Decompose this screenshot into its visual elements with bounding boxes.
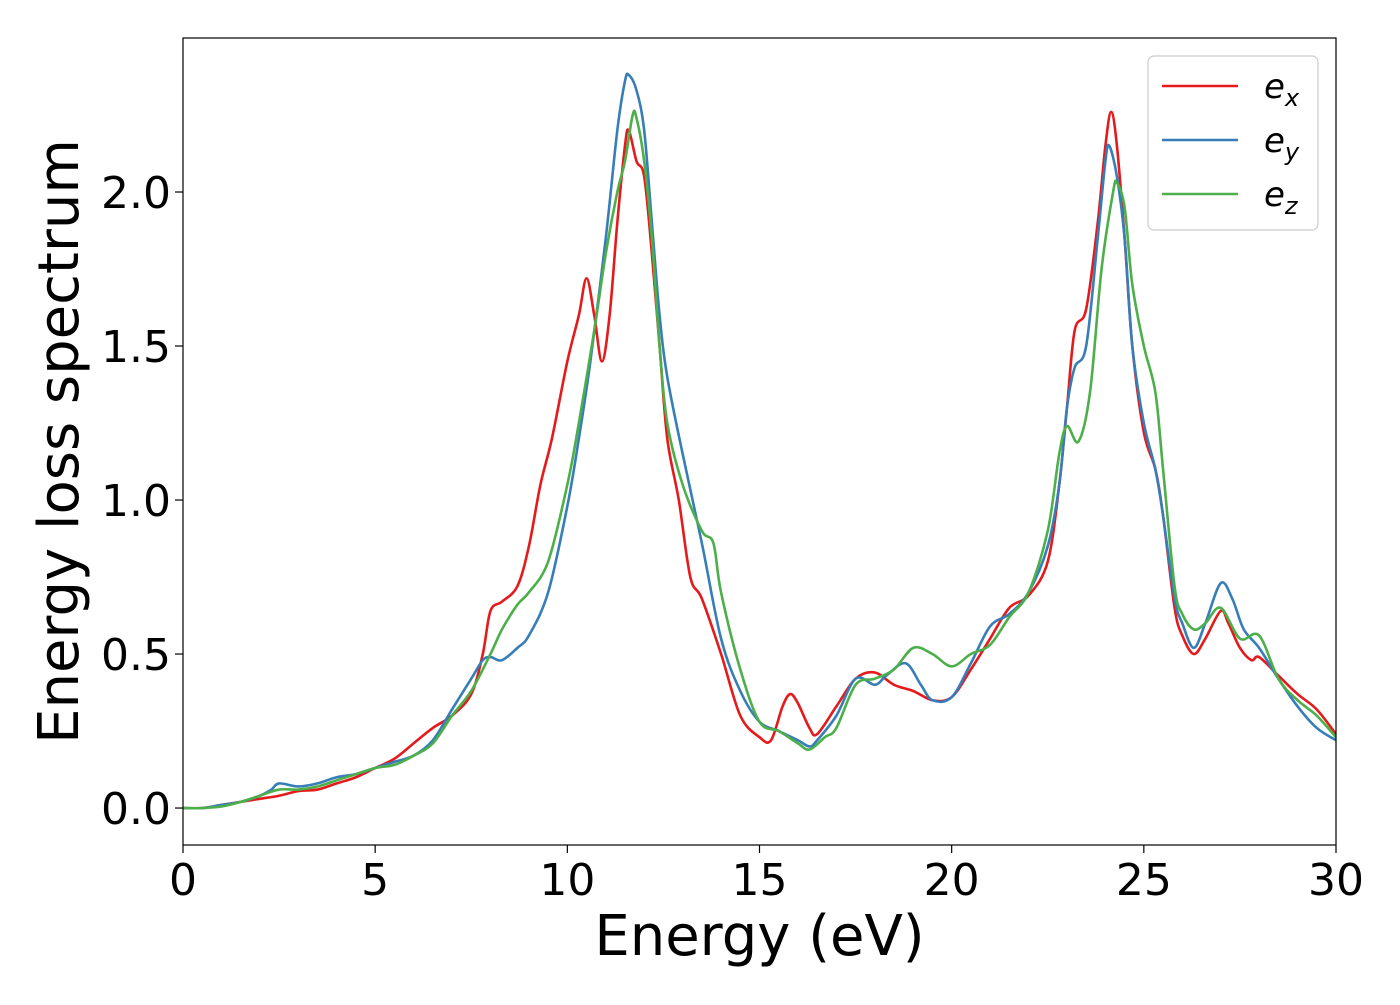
- series-line-z: [183, 109, 1336, 810]
- legend-box: [1147, 55, 1319, 231]
- series-layer: [183, 72, 1336, 810]
- y-tick-label: 1.0: [101, 476, 171, 527]
- y-axis-ticks: 0.0 0.5 1.0 1.5 2.0: [101, 168, 183, 835]
- y-tick-label: 1.5: [101, 322, 171, 373]
- x-tick-label: 10: [539, 855, 595, 906]
- legend: ex ey ez: [1147, 55, 1319, 231]
- x-axis-title: Energy (eV): [594, 904, 924, 969]
- y-tick-label: 0.0: [101, 784, 171, 835]
- y-tick-label: 2.0: [101, 168, 171, 219]
- x-tick-label: 30: [1308, 855, 1364, 906]
- x-tick-label: 0: [169, 855, 197, 906]
- x-tick-label: 5: [361, 855, 389, 906]
- x-tick-label: 25: [1116, 855, 1172, 906]
- x-axis-ticks: 0 5 10 15 20 25 30: [169, 845, 1364, 906]
- y-axis-title: Energy loss spectrum: [27, 139, 92, 744]
- series-line-x: [183, 110, 1336, 810]
- legend-label-z: ez: [1264, 175, 1299, 220]
- legend-label-x: ex: [1264, 67, 1300, 112]
- y-tick-label: 0.5: [101, 630, 171, 681]
- x-tick-label: 20: [924, 855, 980, 906]
- legend-label-y: ey: [1264, 121, 1300, 166]
- x-tick-label: 15: [732, 855, 788, 906]
